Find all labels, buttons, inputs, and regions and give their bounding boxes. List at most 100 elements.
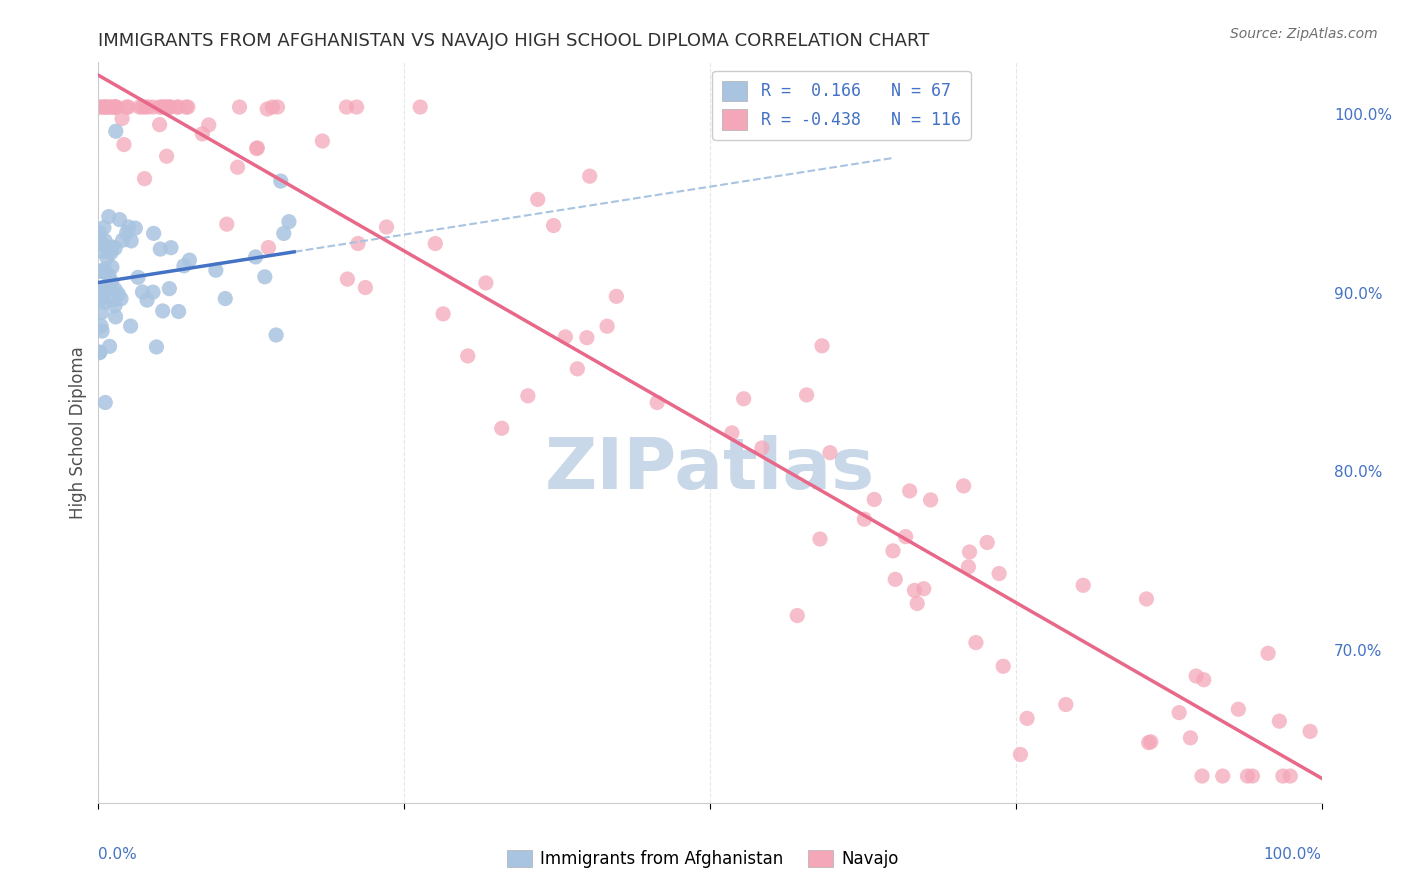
Point — [96, 279, 118, 293]
Point — [167, 304, 190, 318]
Point — [150, 100, 173, 114]
Point — [93, 262, 115, 277]
Point — [526, 193, 548, 207]
Point — [134, 171, 156, 186]
Point — [1135, 591, 1157, 606]
Point — [142, 227, 165, 241]
Point — [205, 263, 228, 277]
Point — [136, 293, 159, 307]
Point — [543, 219, 565, 233]
Point — [245, 142, 267, 156]
Point — [894, 530, 917, 544]
Point — [91, 264, 114, 278]
Point — [94, 234, 117, 248]
Point — [174, 100, 197, 114]
Point — [952, 479, 974, 493]
Point — [818, 445, 841, 459]
Point — [93, 100, 115, 114]
Point — [1268, 714, 1291, 728]
Point — [104, 100, 127, 114]
Point — [965, 635, 987, 649]
Point — [191, 127, 214, 141]
Point — [112, 137, 135, 152]
Point — [124, 221, 146, 235]
Point — [177, 100, 200, 114]
Point — [1137, 736, 1160, 750]
Point — [101, 293, 124, 307]
Point — [491, 421, 513, 435]
Point — [136, 100, 159, 114]
Point — [98, 100, 121, 114]
Point — [97, 210, 120, 224]
Point — [554, 330, 576, 344]
Point — [89, 345, 111, 359]
Point — [884, 572, 907, 586]
Point — [104, 100, 127, 114]
Point — [347, 236, 370, 251]
Point — [90, 100, 112, 114]
Point — [796, 388, 818, 402]
Point — [786, 608, 808, 623]
Text: 100.0%: 100.0% — [1334, 109, 1392, 123]
Point — [91, 237, 114, 252]
Point — [1010, 747, 1032, 762]
Point — [1241, 769, 1264, 783]
Point — [91, 281, 114, 295]
Point — [142, 100, 165, 114]
Point — [1015, 711, 1038, 725]
Point — [721, 425, 744, 440]
Point — [246, 141, 269, 155]
Point — [110, 292, 132, 306]
Point — [808, 532, 831, 546]
Point — [988, 566, 1011, 581]
Point — [149, 118, 172, 132]
Point — [273, 227, 295, 241]
Point — [93, 100, 115, 114]
Point — [94, 100, 117, 114]
Legend: R =  0.166   N = 67, R = -0.438   N = 116: R = 0.166 N = 67, R = -0.438 N = 116 — [713, 70, 970, 140]
Text: 100.0%: 100.0% — [1264, 847, 1322, 863]
Point — [152, 304, 174, 318]
Point — [120, 234, 142, 248]
Point — [1191, 769, 1213, 783]
Point — [160, 241, 183, 255]
Point — [91, 291, 114, 305]
Point — [90, 306, 112, 320]
Point — [1212, 769, 1234, 783]
Point — [142, 285, 165, 300]
Point — [409, 100, 432, 114]
Point — [605, 289, 627, 303]
Point — [90, 287, 112, 301]
Point — [1054, 698, 1077, 712]
Point — [898, 483, 921, 498]
Point — [104, 124, 127, 138]
Point — [266, 100, 288, 114]
Text: 90.0%: 90.0% — [1334, 287, 1382, 301]
Point — [108, 212, 131, 227]
Point — [920, 492, 942, 507]
Point — [270, 174, 292, 188]
Point — [104, 299, 127, 313]
Point — [179, 253, 201, 268]
Point — [257, 240, 280, 254]
Text: 70.0%: 70.0% — [1334, 644, 1382, 658]
Point — [89, 100, 111, 114]
Point — [335, 100, 357, 114]
Point — [1279, 769, 1302, 783]
Point — [115, 100, 138, 114]
Point — [993, 659, 1015, 673]
Point — [93, 220, 115, 235]
Point — [94, 266, 117, 280]
Point — [957, 560, 980, 574]
Point — [733, 392, 755, 406]
Point — [96, 251, 118, 265]
Point — [104, 283, 127, 297]
Point — [1271, 769, 1294, 783]
Point — [96, 100, 118, 114]
Legend: Immigrants from Afghanistan, Navajo: Immigrants from Afghanistan, Navajo — [501, 843, 905, 875]
Point — [1180, 731, 1202, 745]
Point — [159, 100, 181, 114]
Point — [1236, 769, 1258, 783]
Point — [226, 161, 249, 175]
Point — [751, 441, 773, 455]
